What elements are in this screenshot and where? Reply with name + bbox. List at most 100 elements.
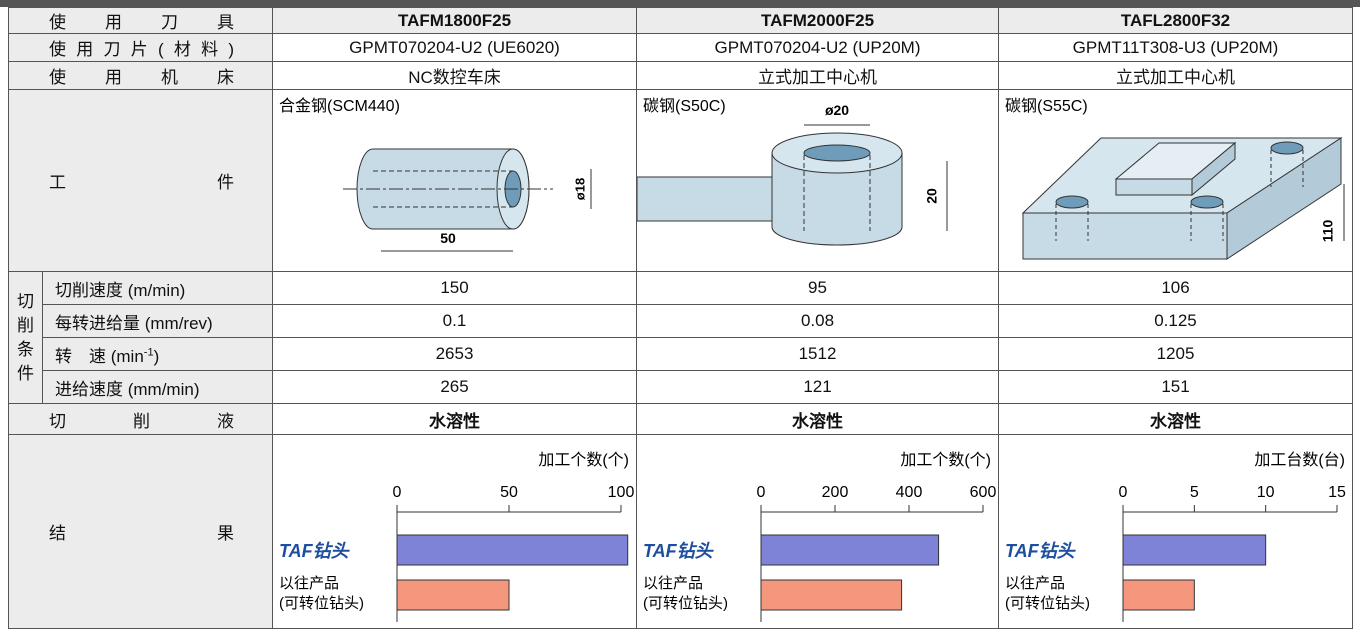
workpiece-cell: 碳钢(S50C) ø20 20 [636, 89, 999, 272]
hole [1190, 195, 1224, 208]
hole [1270, 141, 1304, 154]
cell: 121 [636, 370, 999, 404]
cell: 水溶性 [998, 403, 1353, 435]
material: 碳钢(S55C) [1005, 97, 1088, 115]
group-label: 切削条件 [17, 291, 34, 383]
shape [637, 176, 778, 221]
x-tick-label: 100 [608, 484, 635, 501]
bar [396, 579, 510, 610]
workpiece-drawing: 碳钢(S50C) ø20 20 [637, 97, 948, 245]
cell: 150 [272, 271, 637, 305]
cell: 151 [998, 370, 1353, 404]
series-name: TAF钻头 [1005, 541, 1077, 561]
x-tick-label: 0 [1119, 484, 1128, 501]
series-name: TAF钻头 [643, 541, 715, 561]
cell: GPMT11T308-U3 (UP20M) [998, 33, 1353, 62]
dimension: 50 [440, 230, 456, 246]
workpiece-drawing: 碳钢(S55C) 110 [1005, 97, 1345, 260]
cell: 水溶性 [636, 403, 999, 435]
cell: 0.1 [272, 304, 637, 338]
dimension: 110 [1320, 219, 1336, 242]
row-label: 工件 [8, 89, 273, 272]
row-label: 使用刀片(材料) [8, 33, 273, 62]
axis-title: 加工台数(台) [1254, 451, 1345, 469]
x-tick-label: 50 [500, 484, 518, 501]
x-tick-label: 5 [1190, 484, 1199, 501]
series-name: (可转位钻头) [643, 595, 728, 612]
group-cell: 切削条件 [8, 271, 43, 404]
result-cell: 加工个数(个) 0 50 100 TAF钻头以往产品 (可转位钻头) [272, 434, 637, 629]
series-name: 以往产品 [279, 575, 339, 592]
row-label: 使用机床 [8, 61, 273, 90]
series-name: 以往产品 [643, 575, 703, 592]
cell: 1512 [636, 337, 999, 371]
row-label: 切削速度 (m/min) [42, 271, 273, 305]
header-label: 使用刀具 [8, 7, 273, 34]
cell: 水溶性 [272, 403, 637, 435]
x-tick-label: 0 [393, 484, 402, 501]
workpiece-drawing: 合金钢(SCM440) ø18 50 [279, 97, 592, 251]
cell: 2653 [272, 337, 637, 371]
result-cell: 加工个数(个) 0 200 400 600 TAF钻头以往产品 (可转位钻头) [636, 434, 999, 629]
shape [1115, 178, 1193, 195]
row-label: 结果 [8, 434, 273, 629]
spec-table: 使用刀具 TAFM1800F25 TAFM2000F25 TAFL2800F32… [8, 7, 1353, 629]
header-cell: TAFM1800F25 [272, 7, 637, 34]
x-tick-label: 0 [757, 484, 766, 501]
row-label: 每转进给量 (mm/rev) [42, 304, 273, 338]
cell: GPMT070204-U2 (UP20M) [636, 33, 999, 62]
axis-title: 加工个数(个) [538, 451, 629, 469]
x-tick-label: 200 [822, 484, 849, 501]
x-tick-label: 15 [1328, 484, 1346, 501]
x-tick-label: 400 [896, 484, 923, 501]
bar [760, 579, 903, 610]
cell: 106 [998, 271, 1353, 305]
result-cell: 加工台数(台) 0 5 10 15 TAF钻头以往产品 (可转位钻头) [998, 434, 1353, 629]
series-name: TAF钻头 [279, 541, 351, 561]
row-label: 切削液 [8, 403, 273, 435]
x-tick-label: 600 [970, 484, 997, 501]
dimension: ø20 [825, 102, 849, 118]
header-cell: TAFL2800F32 [998, 7, 1353, 34]
header-cell: TAFM2000F25 [636, 7, 999, 34]
top-bar [0, 0, 1360, 7]
label-end: ) [153, 346, 160, 366]
series-name: (可转位钻头) [1005, 595, 1090, 612]
shape [1191, 141, 1236, 196]
hole [1055, 195, 1089, 208]
x-tick-label: 10 [1257, 484, 1275, 501]
cell: 0.08 [636, 304, 999, 338]
cell: GPMT070204-U2 (UE6020) [272, 33, 637, 62]
bar [1122, 534, 1267, 565]
material: 合金钢(SCM440) [279, 97, 400, 115]
series-name: (可转位钻头) [279, 595, 364, 612]
label-sup: -1 [143, 345, 154, 358]
cell: 立式加工中心机 [636, 61, 999, 90]
dim-box [423, 230, 473, 248]
cell: 0.125 [998, 304, 1353, 338]
dimension: 20 [924, 188, 940, 204]
workpiece-cell: 碳钢(S55C) 110 [998, 89, 1353, 272]
dimension: ø18 [572, 177, 587, 199]
shape [803, 144, 871, 161]
series-name: 以往产品 [1005, 575, 1065, 592]
row-label: 转 速 (min-1) [42, 337, 273, 371]
row-label: 进给速度 (mm/min) [42, 370, 273, 404]
bar [760, 534, 940, 565]
cell: 1205 [998, 337, 1353, 371]
axis-title: 加工个数(个) [900, 451, 991, 469]
cell: 265 [272, 370, 637, 404]
cell: 95 [636, 271, 999, 305]
bar [396, 534, 629, 565]
cell: 立式加工中心机 [998, 61, 1353, 90]
label-text: 转 速 (min [55, 346, 144, 366]
shape [1226, 136, 1342, 260]
workpiece-cell: 合金钢(SCM440) ø18 50 [272, 89, 637, 272]
bar [1122, 579, 1195, 610]
cell: NC数控车床 [272, 61, 637, 90]
material: 碳钢(S50C) [643, 97, 726, 115]
